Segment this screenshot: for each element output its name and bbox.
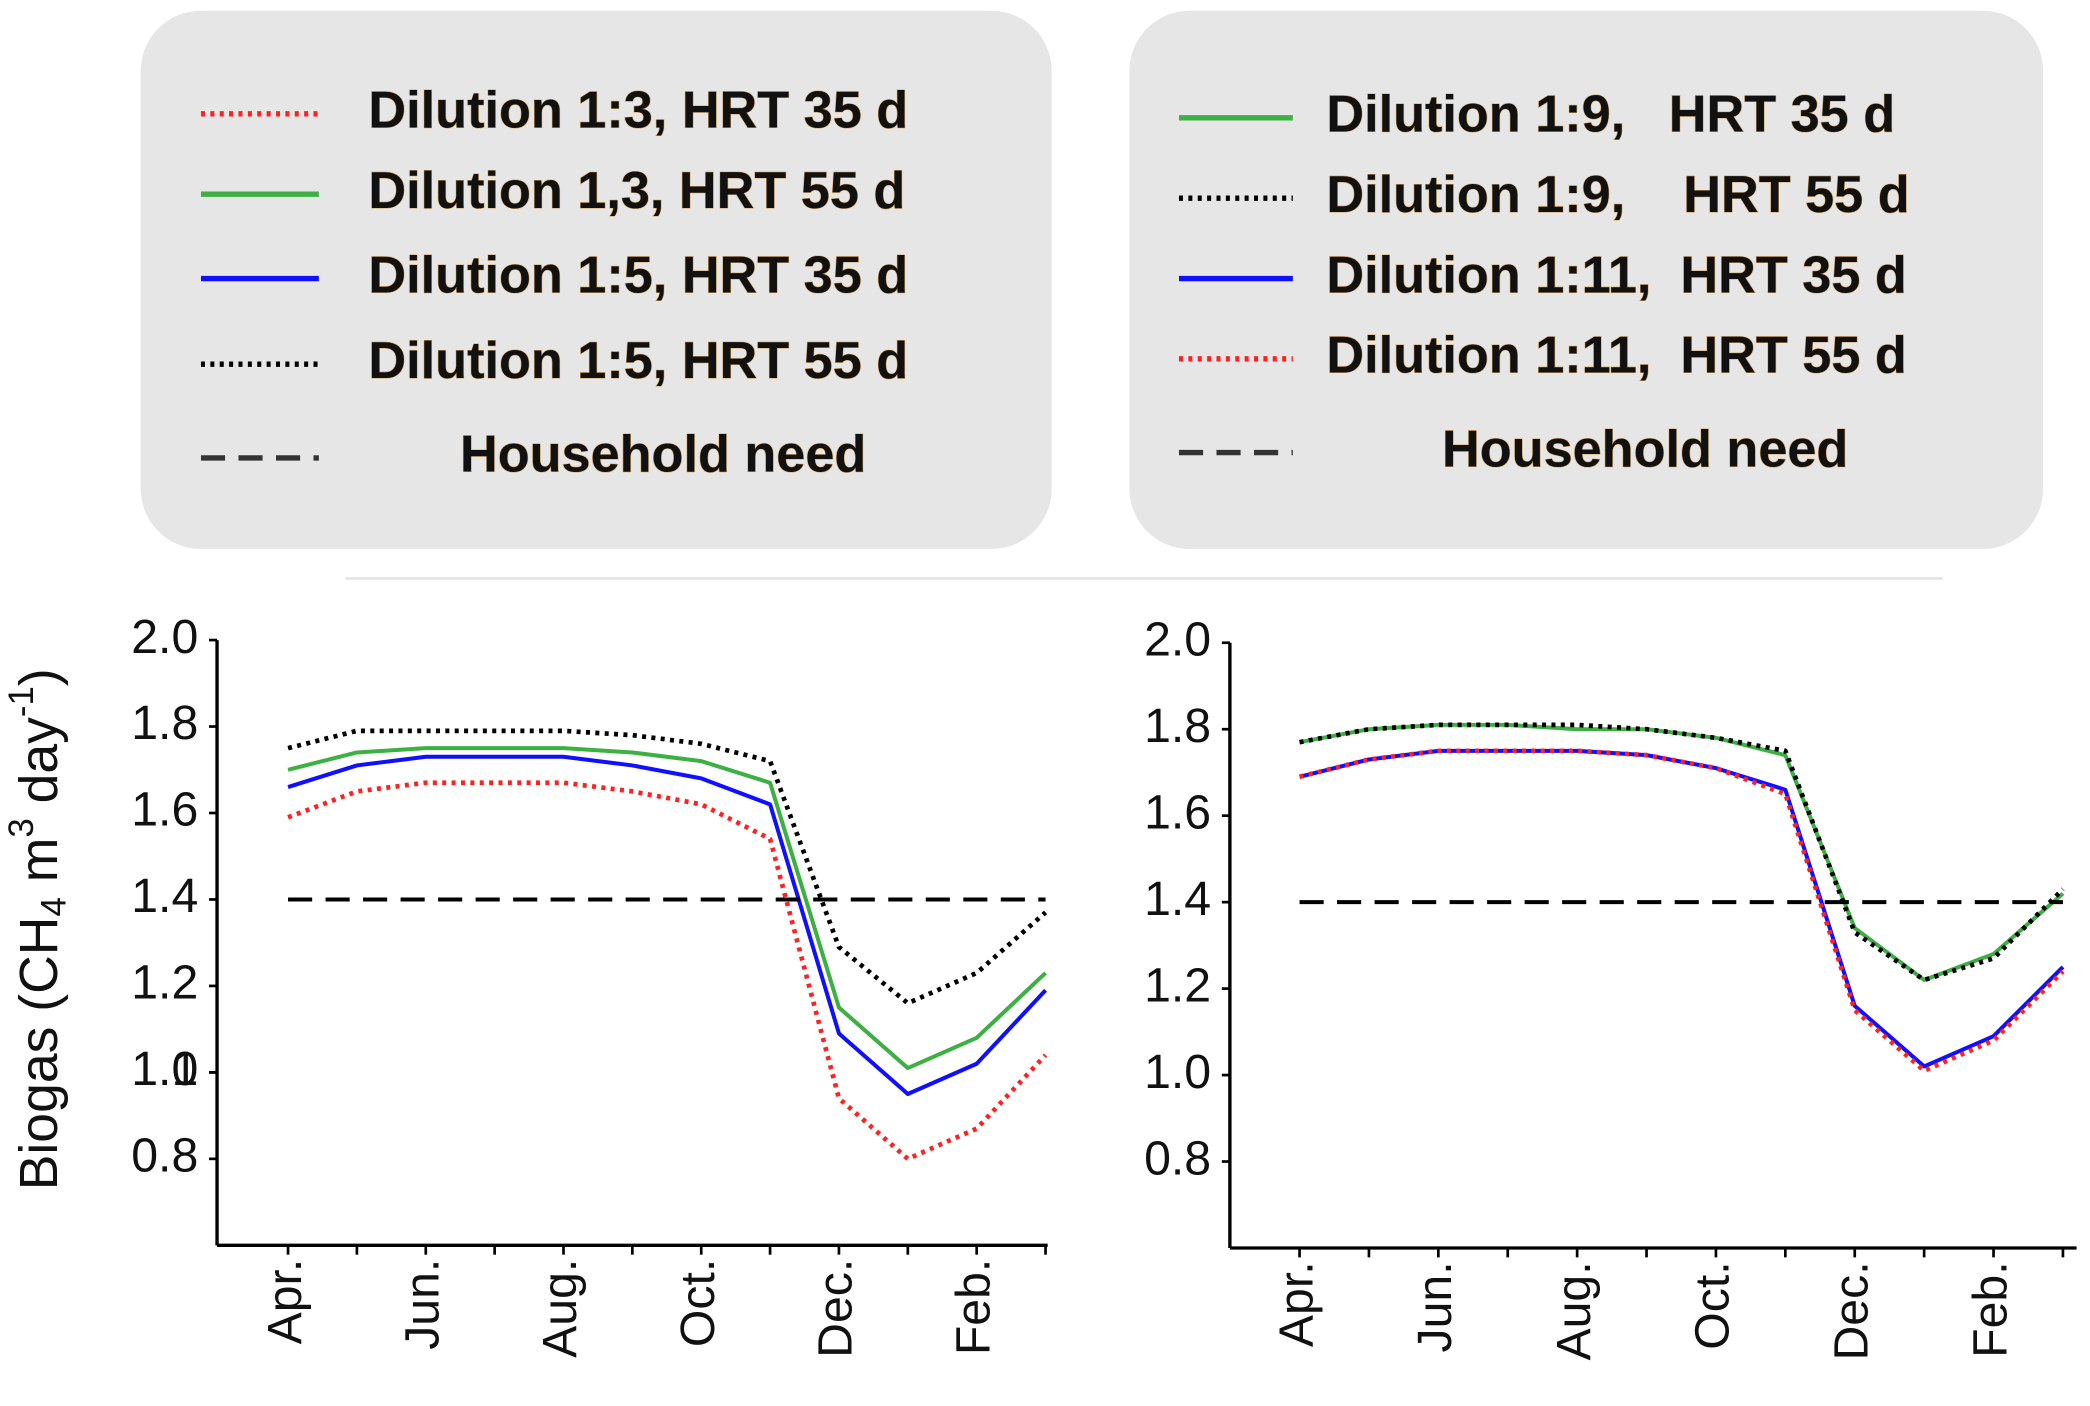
y-tick-label: 2.0 [131, 610, 198, 664]
legend-label: Dilution 1:11, HRT 35 d [1326, 246, 1906, 304]
y-axis-label-part: -1 [2, 686, 41, 717]
x-tick-label: Dec. [809, 1259, 863, 1358]
series-line [1299, 748, 2065, 1069]
y-tick-label: 2.0 [1144, 612, 1211, 666]
series-line [1298, 748, 2065, 1074]
series-line [287, 780, 1048, 1162]
x-tick-label: Aug. [1547, 1261, 1601, 1360]
y-tick-label: 1.6 [131, 783, 198, 837]
legend-box [140, 10, 1052, 550]
series-line [287, 746, 1047, 1071]
x-tick-label: Oct. [1686, 1261, 1740, 1349]
legend-label: Dilution 1:9, HRT 55 d [1326, 166, 1909, 224]
legend-label: Dilution 1,3, HRT 55 d [368, 162, 905, 220]
x-tick-label: Apr. [258, 1259, 312, 1345]
y-tick-label: 1.8 [1144, 699, 1211, 753]
legend-label: Dilution 1:3, HRT 35 d [368, 82, 908, 140]
legend-label: Dilution 1:5, HRT 55 d [368, 332, 908, 390]
y-tick-label: 1.8 [131, 696, 198, 750]
legend-label: Household need [1442, 420, 1848, 478]
series-line [1299, 722, 2065, 983]
legend-label: Dilution 1:5, HRT 35 d [368, 246, 908, 304]
y-axis-label-part: ) [10, 668, 69, 686]
y-axis-label: Biogas (CH4 m3 day-1) [2, 668, 73, 1190]
y-axis-label-part: Biogas (CH [10, 917, 69, 1191]
x-tick-label: Dec. [1824, 1261, 1878, 1360]
y-tick-label: 1.0 [131, 1042, 198, 1096]
y-tick-label: 1.0 [1144, 1045, 1211, 1099]
x-tick-label: Feb. [946, 1259, 1000, 1355]
y-tick-label: 1.6 [1144, 785, 1211, 839]
y-axis-label-part: day [10, 717, 69, 818]
x-tick-label: Oct. [671, 1259, 725, 1347]
y-tick-label: 1.4 [1144, 872, 1211, 926]
x-tick-label: Jun. [1408, 1261, 1462, 1352]
y-tick-label: 1 [171, 1042, 198, 1096]
y-tick-label: 0.8 [131, 1129, 198, 1183]
y-axis-label-part: 3 [2, 818, 41, 837]
x-tick-label: Feb. [1963, 1261, 2017, 1357]
y-tick-label: 1.4 [131, 869, 198, 923]
y-tick-label: 1.2 [1144, 958, 1211, 1012]
y-tick-label: 1.2 [131, 956, 198, 1010]
x-tick-label: Apr. [1269, 1261, 1323, 1347]
y-tick-label: 0.8 [1144, 1131, 1211, 1185]
y-axis-label-part: 4 [34, 897, 73, 916]
legend-label: Household need [460, 426, 866, 484]
legend-box [1129, 10, 2044, 550]
series-line [287, 754, 1048, 1097]
legend-label: Dilution 1:9, HRT 35 d [1326, 86, 1895, 144]
x-tick-label: Jun. [395, 1259, 449, 1350]
x-tick-label: Aug. [533, 1259, 587, 1358]
legend-label: Dilution 1:11, HRT 55 d [1326, 327, 1906, 385]
y-axis-label-part: m [10, 838, 69, 897]
